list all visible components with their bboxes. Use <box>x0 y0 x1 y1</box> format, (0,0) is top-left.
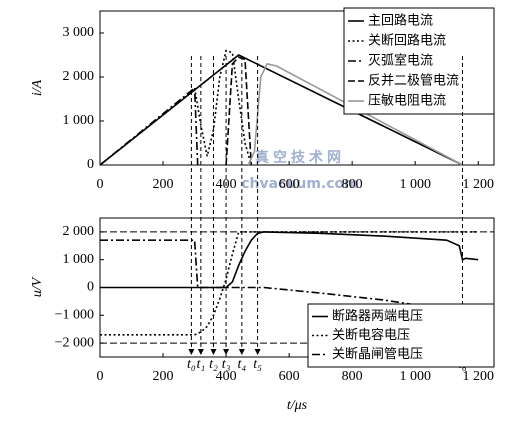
x-tick-label: 0 <box>97 177 104 192</box>
watermark: 真空技术网 <box>255 149 345 166</box>
x-tick-label: 1 200 <box>462 177 494 192</box>
legend-label: 灭弧室电流 <box>368 53 433 69</box>
y-tick-label: 2 000 <box>63 224 95 239</box>
series-line <box>247 62 463 166</box>
x-axis-label: t/μs <box>287 398 308 413</box>
x-tick-label: 200 <box>153 369 174 384</box>
time-marker-label: t₂ <box>209 357 218 372</box>
y-axis-label: u/V <box>30 276 45 297</box>
y-tick-label: 0 <box>87 280 94 295</box>
x-tick-label: 200 <box>153 177 174 192</box>
legend-label: 关断晶闸管电压 <box>332 347 423 362</box>
legend-box <box>307 303 495 368</box>
x-tick-label: 0 <box>97 369 104 384</box>
series-line <box>225 56 253 166</box>
x-tick-label: 1 200 <box>462 369 494 384</box>
time-marker-label: t₁ <box>196 357 205 372</box>
legend-box <box>343 7 495 115</box>
y-tick-label: 1 000 <box>63 252 95 267</box>
x-tick-label: 400 <box>216 369 237 384</box>
y-tick-label: −2 000 <box>55 335 94 350</box>
series-line <box>100 231 479 289</box>
time-marker-label: t₄ <box>237 357 246 372</box>
x-tick-label: 800 <box>342 369 363 384</box>
legend-label: 反并二极管电流 <box>368 74 459 89</box>
y-tick-label: 0 <box>87 157 94 172</box>
y-tick-label: 2 000 <box>63 69 95 84</box>
time-marker-label: t₃ <box>222 357 231 372</box>
watermark: chvacuum.com <box>241 176 358 192</box>
y-tick-label: −1 000 <box>55 308 94 323</box>
legend-label: 主回路电流 <box>368 13 433 29</box>
series-line <box>100 231 479 336</box>
x-tick-label: 1 000 <box>399 369 431 384</box>
legend-label: 关断回路电流 <box>368 33 446 49</box>
y-axis-label: i/A <box>30 79 45 96</box>
legend-label: 关断电容电压 <box>332 327 410 343</box>
time-marker-label: t₅ <box>253 357 262 372</box>
x-tick-label: 600 <box>279 177 300 192</box>
legend-label: 压敏电阻电流 <box>368 94 446 109</box>
x-tick-label: 800 <box>342 177 363 192</box>
x-tick-label: 600 <box>279 369 300 384</box>
y-tick-label: 3 000 <box>63 25 95 40</box>
legend-label: 断路器两端电压 <box>332 308 423 324</box>
y-tick-label: 1 000 <box>63 113 95 128</box>
x-tick-label: 1 000 <box>399 177 431 192</box>
time-marker-label: t₀ <box>187 357 196 372</box>
